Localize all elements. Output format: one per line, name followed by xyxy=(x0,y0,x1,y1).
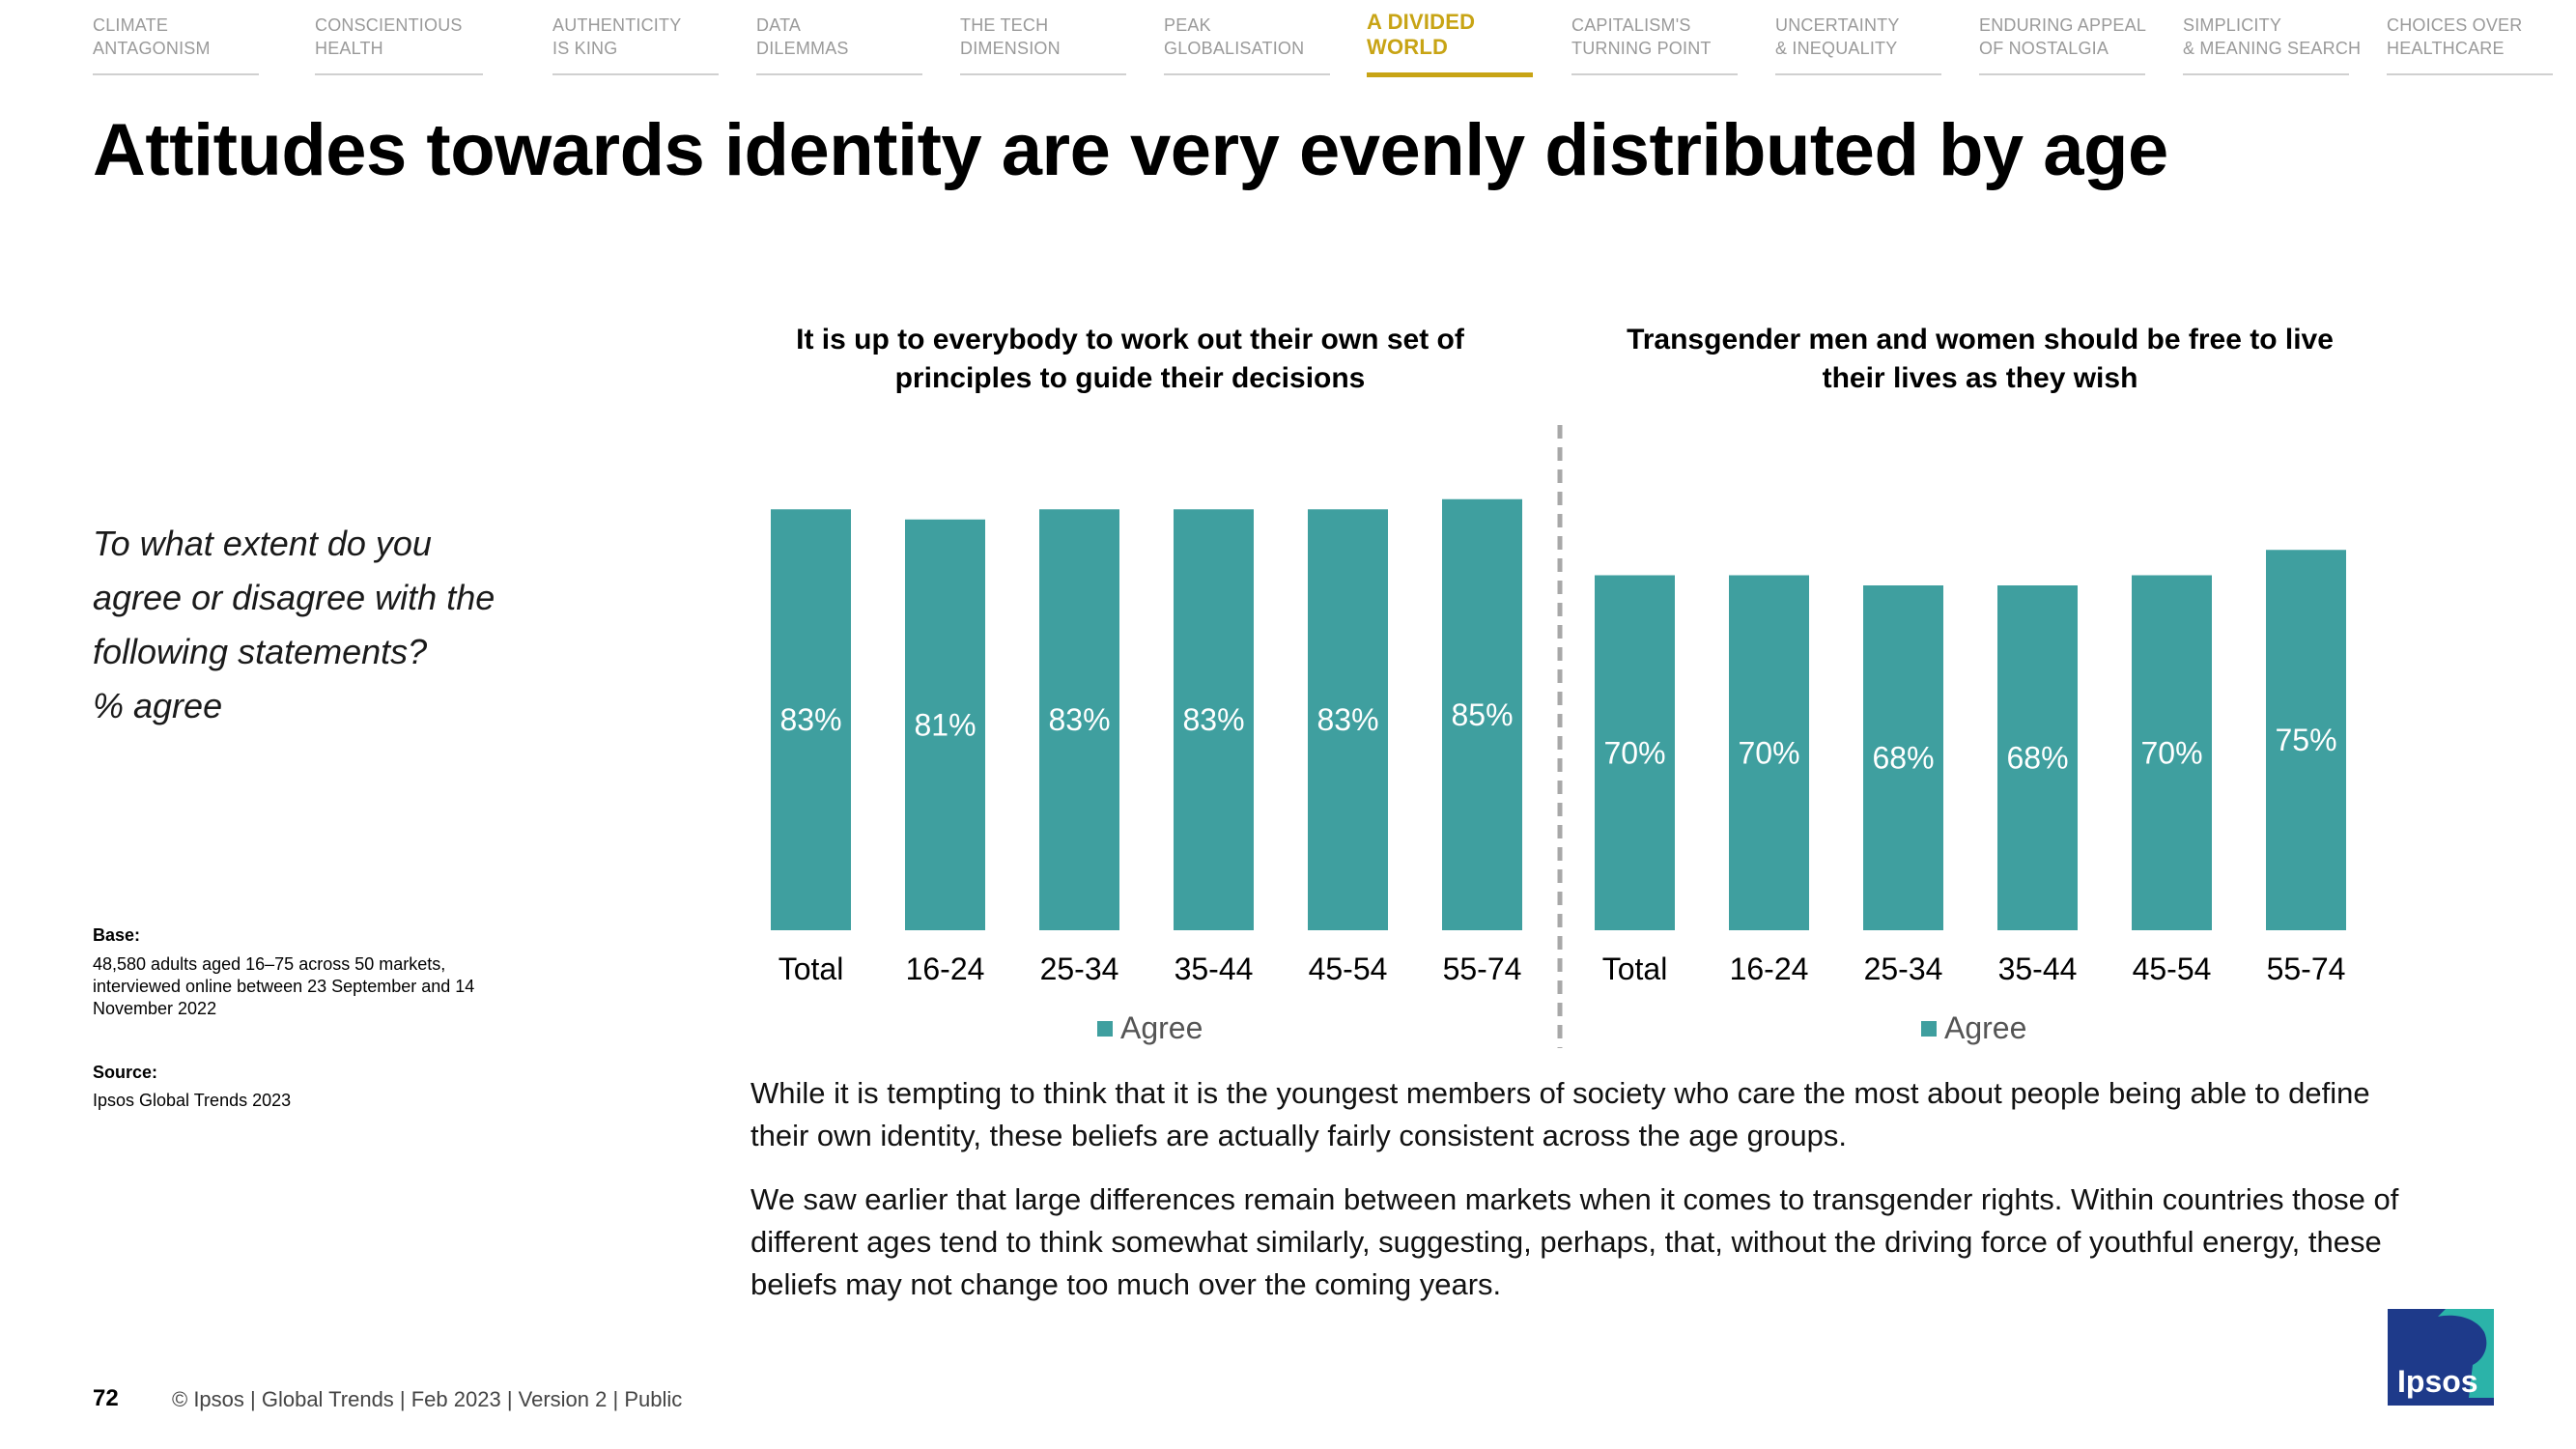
bar-chart1-45-54 xyxy=(1308,509,1388,930)
bar-chart1-16-24 xyxy=(905,519,985,930)
legend-label-chart2: Agree xyxy=(1944,1010,2026,1045)
source-label: Source: xyxy=(93,1063,158,1082)
legend-swatch-chart1 xyxy=(1097,1021,1113,1037)
bar-chart1-25-34 xyxy=(1039,509,1119,930)
nav-item-label-1: Uncertainty xyxy=(1775,15,1900,35)
question-line: agree or disagree with the xyxy=(93,578,495,617)
question-line: following statements? xyxy=(93,632,428,671)
x-tick-label-chart1: 25-34 xyxy=(1040,952,1119,986)
nav-item-peak-globalisation[interactable]: Peak Globalisation xyxy=(1164,14,1330,75)
ipsos-logo: Ipsos xyxy=(2388,1309,2494,1406)
x-tick-label-chart1: 35-44 xyxy=(1175,952,1254,986)
nav-item-label-2: & Meaning Search xyxy=(2183,39,2362,58)
data-label-chart1-25-34: 83% xyxy=(1048,702,1110,737)
bar-chart1-Total xyxy=(771,509,851,930)
x-tick-label-chart1: 55-74 xyxy=(1443,952,1522,986)
page-number: 72 xyxy=(93,1385,119,1411)
nav-item-label-1: Conscientious xyxy=(315,15,463,35)
nav-item-label-1: Enduring Appeal xyxy=(1979,15,2147,35)
nav-item-label-1: Authenticity xyxy=(552,15,682,35)
nav-item-label-2: Dimension xyxy=(960,39,1061,58)
x-tick-label-chart2: Total xyxy=(1602,952,1668,986)
bar-chart2-Total xyxy=(1595,575,1675,930)
footer-copyright: © Ipsos | Global Trends | Feb 2023 | Ver… xyxy=(172,1387,683,1411)
page-title: Attitudes towards identity are very even… xyxy=(93,109,2168,191)
nav-item-label-2: is King xyxy=(552,39,618,58)
nav-item-the-tech-dimension[interactable]: The Tech Dimension xyxy=(960,14,1126,75)
data-label-chart2-25-34: 68% xyxy=(1872,741,1934,776)
bar-chart2-16-24 xyxy=(1729,575,1809,930)
nav-item-label-2: of Nostalgia xyxy=(1979,39,2109,58)
nav-item-label-1: The Tech xyxy=(960,15,1049,35)
nav-item-label-2: Dilemmas xyxy=(756,39,849,58)
nav-item-label-1: Data xyxy=(756,15,802,35)
body-paragraph-2: We saw earlier that large differences re… xyxy=(750,1182,2399,1301)
nav-item-label-2: World xyxy=(1367,35,1449,59)
nav-item-label-1: Capitalism's xyxy=(1571,15,1691,35)
nav-item-capitalisms-turning-point[interactable]: Capitalism's Turning Point xyxy=(1571,14,1738,75)
top-navigation: Climate Antagonism Conscientious Health … xyxy=(0,0,2576,87)
nav-item-climate-antagonism[interactable]: Climate Antagonism xyxy=(93,14,259,75)
base-label: Base: xyxy=(93,925,141,945)
nav-item-label-2: Health xyxy=(315,39,383,58)
question-line: % agree xyxy=(93,686,223,725)
base-text: 48,580 adults aged 16–75 across 50 marke… xyxy=(93,954,475,1018)
logo-head xyxy=(2431,1323,2456,1349)
data-label-chart2-Total: 70% xyxy=(1603,735,1665,770)
nav-item-choices-over-healthcare[interactable]: Choices Over Healthcare xyxy=(2387,14,2553,75)
logo-profile xyxy=(2438,1309,2494,1398)
nav-item-enduring-appeal-of-nostalgia[interactable]: Enduring Appeal of Nostalgia xyxy=(1979,14,2147,75)
x-tick-label-chart2: 55-74 xyxy=(2267,952,2346,986)
nav-item-conscientious-health[interactable]: Conscientious Health xyxy=(315,14,483,75)
x-tick-label-chart1: 45-54 xyxy=(1309,952,1388,986)
nav-item-authenticity-is-king[interactable]: Authenticity is King xyxy=(552,14,719,75)
legend-label-chart1: Agree xyxy=(1120,1010,1203,1045)
x-tick-label-chart1: Total xyxy=(778,952,844,986)
source-text: Ipsos Global Trends 2023 xyxy=(93,1091,292,1110)
x-tick-label-chart2: 16-24 xyxy=(1730,952,1809,986)
nav-item-label-2: Healthcare xyxy=(2387,39,2505,58)
chart-1-title: It is up to everybody to work out their … xyxy=(796,324,1464,394)
nav-item-a-divided-world[interactable]: A Divided World xyxy=(1367,10,1533,77)
chart-2-title: Transgender men and women should be free… xyxy=(1627,324,2334,394)
x-tick-label-chart1: 16-24 xyxy=(906,952,985,986)
bar-chart1-55-74 xyxy=(1442,498,1522,930)
question-line: To what extent do you xyxy=(93,524,432,563)
nav-item-label-2: Globalisation xyxy=(1164,39,1305,58)
nav-item-label-1: Peak xyxy=(1164,15,1211,35)
nav-item-data-dilemmas[interactable]: Data Dilemmas xyxy=(756,14,922,75)
x-tick-label-chart2: 25-34 xyxy=(1864,952,1943,986)
data-label-chart1-45-54: 83% xyxy=(1316,702,1378,737)
data-label-chart1-55-74: 85% xyxy=(1451,697,1513,732)
bar-chart2-45-54 xyxy=(2132,575,2212,930)
logo-text: Ipsos xyxy=(2397,1364,2478,1399)
data-label-chart2-55-74: 75% xyxy=(2275,723,2336,757)
bar-chart2-35-44 xyxy=(1997,585,2078,930)
data-label-chart2-45-54: 70% xyxy=(2140,735,2202,770)
x-tick-label-chart2: 35-44 xyxy=(1998,952,2078,986)
bar-chart2-25-34 xyxy=(1863,585,1943,930)
data-label-chart1-35-44: 83% xyxy=(1182,702,1244,737)
data-label-chart1-16-24: 81% xyxy=(914,707,976,742)
nav-item-label-1: Climate xyxy=(93,15,169,35)
survey-question: To what extent do you agree or disagree … xyxy=(93,517,595,733)
nav-item-uncertainty-inequality[interactable]: Uncertainty & Inequality xyxy=(1775,14,1941,75)
nav-item-label-1: Choices Over xyxy=(2387,15,2523,35)
nav-item-label-2: & Inequality xyxy=(1775,39,1898,58)
nav-item-label-2: Antagonism xyxy=(93,39,211,58)
data-label-chart1-Total: 83% xyxy=(779,702,841,737)
nav-item-label-1: A Divided xyxy=(1367,10,1476,34)
bar-chart2-55-74 xyxy=(2266,550,2346,930)
body-paragraph-1: While it is tempting to think that it is… xyxy=(750,1076,2370,1152)
legend-swatch-chart2 xyxy=(1921,1021,1937,1037)
x-tick-label-chart2: 45-54 xyxy=(2133,952,2212,986)
nav-item-label-1: Simplicity xyxy=(2183,15,2282,35)
bar-chart1-35-44 xyxy=(1174,509,1254,930)
nav-item-label-2: Turning Point xyxy=(1571,39,1712,58)
data-label-chart2-16-24: 70% xyxy=(1738,735,1799,770)
nav-item-simplicity-meaning-search[interactable]: Simplicity & Meaning Search xyxy=(2183,14,2362,75)
data-label-chart2-35-44: 68% xyxy=(2006,741,2068,776)
